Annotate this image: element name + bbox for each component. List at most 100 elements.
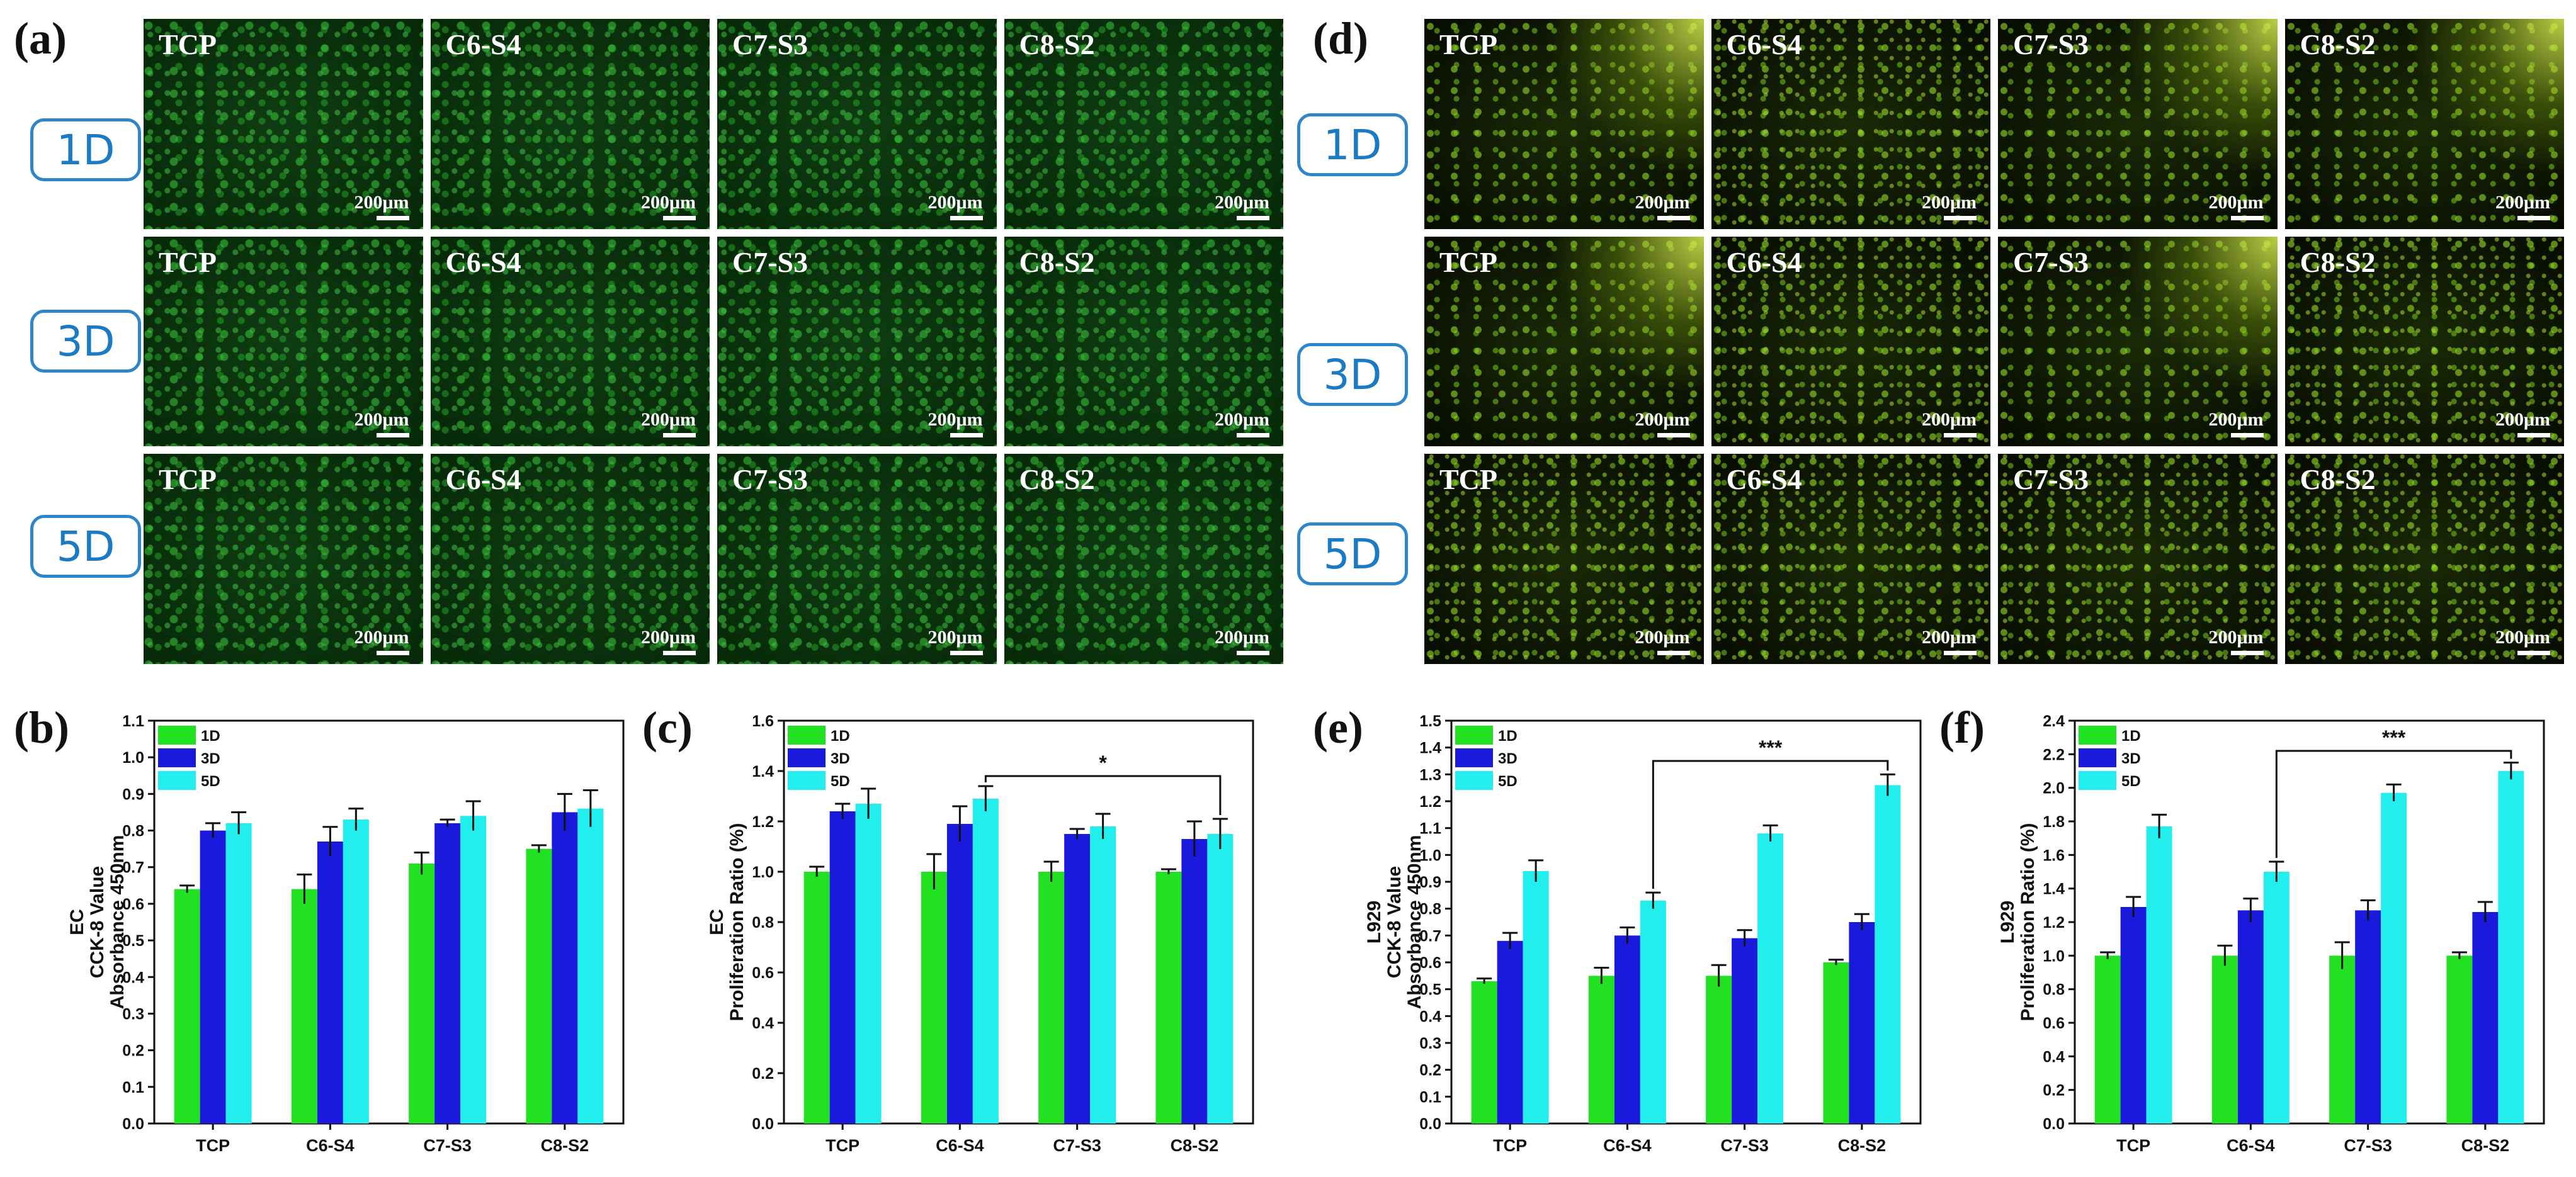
micrograph-sample-label: C7-S3 — [732, 245, 809, 278]
scale-bar: 200μm — [2209, 627, 2264, 655]
chart-c: EC Proliferation Ratio (%) 0.0 0.2 0.4 0.6 0.8… — [706, 712, 1254, 1155]
scale-bar-label: 200μm — [2208, 626, 2264, 648]
scale-bar-label: 200μm — [354, 626, 409, 648]
legend-label-3d: 3D — [831, 750, 850, 767]
scale-bar: 200μm — [1635, 192, 1690, 220]
bar-5d-c8-s2 — [1875, 785, 1901, 1124]
x-tick-label: TCP — [2116, 1136, 2150, 1155]
scale-bar-line — [950, 215, 983, 220]
micrograph-a-1d-tcp: TCP 200μm — [144, 19, 423, 229]
bar-3d-c7-s3 — [434, 823, 461, 1124]
scale-bar-label: 200μm — [354, 409, 409, 431]
x-tick-label: C6-S4 — [306, 1136, 355, 1155]
scale-bar-line — [1657, 215, 1690, 220]
scale-bar: 200μm — [928, 192, 983, 220]
y-tick-label: 0.4 — [752, 1015, 774, 1032]
y-tick-label: 0.4 — [122, 969, 144, 986]
bar-3d-c8-s2 — [2472, 912, 2499, 1124]
scale-bar: 200μm — [2495, 627, 2550, 655]
y-axis-label-line: Absorbance 450nm — [107, 835, 128, 1010]
legend-swatch-3d — [158, 748, 196, 767]
scale-bar: 200μm — [641, 627, 696, 655]
legend-label-1d: 1D — [831, 728, 850, 745]
y-tick-label: 0.2 — [122, 1042, 144, 1060]
scale-bar-label: 200μm — [2495, 626, 2550, 648]
micrograph-sample-label: C7-S3 — [2013, 463, 2089, 496]
x-tick-label: C7-S3 — [423, 1136, 472, 1155]
day-label-1d-d: 1D — [1297, 113, 1408, 176]
micrograph-sample-label: TCP — [159, 245, 217, 278]
micrograph-d-3d-c6-s4: C6-S4 200μm — [1711, 236, 1990, 447]
bar-5d-c6-s4 — [1640, 900, 1666, 1124]
scale-bar-line — [1944, 215, 1977, 220]
micrograph-sample-label: C7-S3 — [732, 463, 809, 496]
scale-bar-line — [950, 650, 983, 655]
bar-5d-c8-s2 — [577, 808, 604, 1124]
y-tick-label: 2.2 — [2043, 746, 2065, 763]
significance-bracket — [2275, 750, 2512, 858]
y-tick-label: 0.0 — [122, 1115, 144, 1133]
y-tick-label: 1.5 — [1419, 712, 1441, 730]
bar-3d-tcp — [829, 811, 856, 1124]
micrograph-a-5d-c8-s2: C8-S2 200μm — [1004, 454, 1283, 664]
y-tick-label: 0.6 — [1419, 954, 1441, 972]
legend-swatch-3d — [788, 748, 826, 767]
legend-swatch-1d — [1455, 726, 1493, 745]
bar-3d-tcp — [200, 830, 226, 1124]
y-tick-label: 0.7 — [122, 859, 144, 877]
micrograph-sample-label: C8-S2 — [2300, 28, 2376, 60]
micrograph-a-3d-tcp: TCP 200μm — [144, 236, 423, 447]
scale-bar: 200μm — [2495, 409, 2550, 438]
y-axis-label-line: EC — [706, 909, 727, 935]
bar-1d-c7-s3 — [1038, 872, 1065, 1124]
y-axis-label-line: EC — [69, 909, 88, 935]
scale-bar-label: 200μm — [1922, 191, 1977, 213]
micrograph-d-3d-tcp: TCP 200μm — [1424, 236, 1704, 447]
scale-bar-label: 200μm — [1922, 409, 1977, 431]
bar-3d-c6-s4 — [2237, 910, 2264, 1124]
scale-bar: 200μm — [1635, 627, 1690, 655]
day-label-1d-a: 1D — [30, 118, 141, 181]
bar-5d-c8-s2 — [2498, 771, 2524, 1124]
scale-bar: 200μm — [1215, 192, 1269, 220]
legend-swatch-1d — [788, 726, 826, 745]
scale-bar: 200μm — [1922, 409, 1977, 438]
y-tick-label: 1.1 — [1419, 820, 1441, 838]
legend-label-5d: 5D — [831, 773, 850, 790]
y-tick-label: 0.3 — [1419, 1035, 1441, 1052]
y-tick-label: 2.0 — [2043, 780, 2065, 797]
micrograph-d-1d-c8-s2: C8-S2 200μm — [2284, 19, 2564, 229]
scale-bar-label: 200μm — [2495, 191, 2550, 213]
panel-label-e: (e) — [1313, 702, 1363, 753]
legend-swatch-3d — [2079, 748, 2116, 767]
bar-5d-c6-s4 — [343, 819, 369, 1124]
y-tick-label: 1.0 — [122, 749, 144, 767]
significance-bracket — [984, 775, 1222, 815]
scale-bar: 200μm — [355, 627, 409, 655]
micrograph-a-3d-c6-s4: C6-S4 200μm — [430, 236, 710, 447]
scale-bar-line — [2230, 650, 2264, 655]
x-tick-label: TCP — [826, 1136, 860, 1155]
bar-5d-c6-s4 — [972, 799, 999, 1124]
scale-bar-line — [1657, 433, 1690, 438]
micrograph-d-5d-tcp: TCP 200μm — [1424, 454, 1704, 664]
scale-bar-line — [663, 650, 696, 655]
micrograph-grid-d: TCP 200μm C6-S4 200μm C7-S3 200μm C8-S2 200μm TC… — [1424, 19, 2564, 664]
y-tick-label: 0.6 — [2043, 1015, 2065, 1032]
bar-3d-tcp — [1497, 940, 1523, 1124]
scale-bar: 200μm — [928, 409, 983, 438]
micrograph-sample-label: C6-S4 — [1726, 463, 1802, 496]
micrograph-sample-label: C6-S4 — [445, 245, 521, 278]
x-tick-label: TCP — [1493, 1136, 1527, 1155]
y-axis-label-line: L929 — [1366, 901, 1385, 943]
y-tick-label: 0.3 — [122, 1005, 144, 1023]
legend-label-1d: 1D — [2121, 728, 2141, 745]
scale-bar: 200μm — [2209, 192, 2264, 220]
scale-bar: 200μm — [1922, 627, 1977, 655]
scale-bar: 200μm — [355, 192, 409, 220]
micrograph-d-1d-c6-s4: C6-S4 200μm — [1711, 19, 1990, 229]
bar-3d-c8-s2 — [1181, 839, 1208, 1124]
bar-3d-c8-s2 — [1849, 922, 1875, 1124]
y-axis-label-line: CCK-8 Value — [1384, 866, 1405, 978]
micrograph-d-5d-c8-s2: C8-S2 200μm — [2284, 454, 2564, 664]
